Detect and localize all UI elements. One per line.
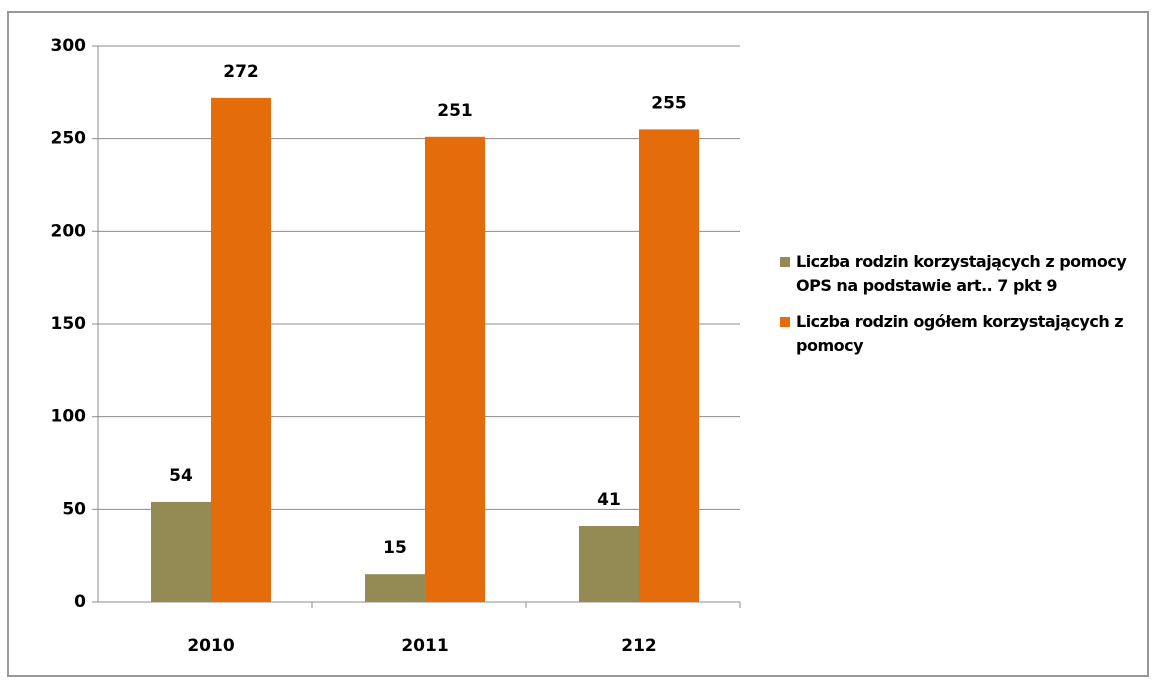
data-label: 15 <box>383 538 407 558</box>
legend-item: Liczba rodzin korzystających z pomocy OP… <box>780 250 1140 298</box>
legend-swatch <box>780 257 790 267</box>
bar <box>211 97 271 602</box>
bar <box>639 129 699 602</box>
bar <box>579 526 639 602</box>
legend-label: Liczba rodzin korzystających z pomocy OP… <box>796 252 1127 295</box>
y-tick-label: 0 <box>74 592 86 612</box>
data-label: 255 <box>651 93 687 113</box>
data-label: 41 <box>597 490 621 510</box>
data-label: 272 <box>223 62 259 82</box>
data-label: 251 <box>437 101 473 121</box>
y-tick-label: 100 <box>51 407 87 427</box>
bar <box>425 136 485 602</box>
bar <box>151 501 211 602</box>
x-tick-label: 2010 <box>187 636 234 656</box>
legend-item: Liczba rodzin ogółem korzystających z po… <box>780 310 1140 358</box>
y-tick-label: 200 <box>51 221 87 241</box>
x-tick-label: 212 <box>621 636 657 656</box>
y-tick-label: 300 <box>51 36 87 56</box>
bar <box>365 574 425 602</box>
legend: Liczba rodzin korzystających z pomocy OP… <box>780 250 1140 370</box>
y-tick-label: 50 <box>62 499 86 519</box>
y-tick-label: 250 <box>51 129 87 149</box>
legend-swatch <box>780 317 790 327</box>
legend-label: Liczba rodzin ogółem korzystających z po… <box>796 312 1124 355</box>
y-tick-label: 150 <box>51 314 87 334</box>
x-tick-label: 2011 <box>401 636 448 656</box>
data-label: 54 <box>169 466 193 486</box>
chart-frame <box>7 11 1149 677</box>
